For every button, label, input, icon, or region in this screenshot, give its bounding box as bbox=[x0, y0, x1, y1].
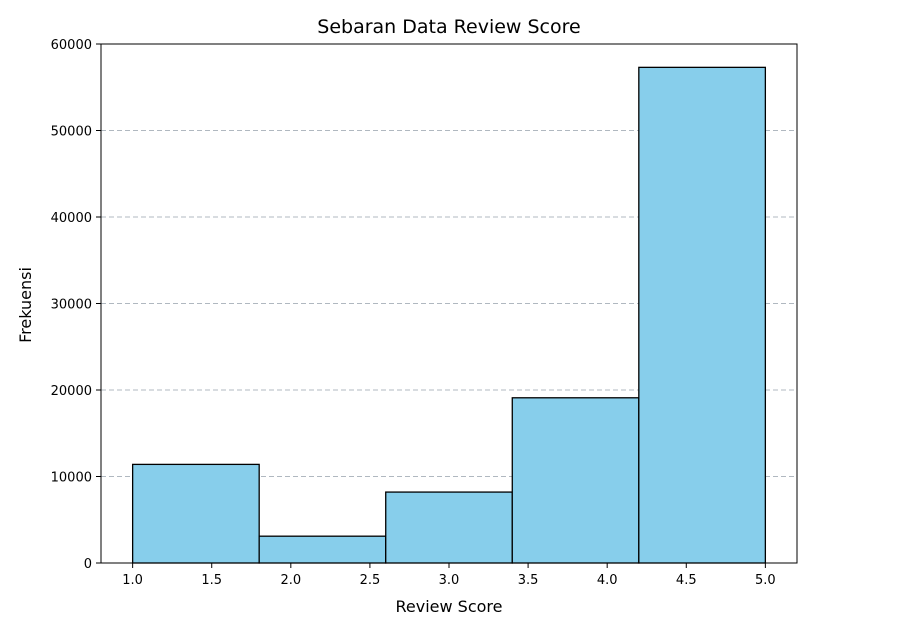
y-tick-label: 60000 bbox=[51, 38, 92, 53]
histogram-bar-3 bbox=[385, 491, 513, 564]
y-tick-label: 10000 bbox=[51, 471, 92, 486]
x-axis-label: Review Score bbox=[396, 597, 503, 616]
x-tick-label: 1.5 bbox=[201, 573, 222, 588]
y-axis-label: Frekuensi bbox=[16, 267, 35, 343]
chart-title: Sebaran Data Review Score bbox=[317, 16, 580, 38]
x-tick-label: 4.5 bbox=[676, 573, 697, 588]
x-tick-label: 3.0 bbox=[439, 573, 460, 588]
bars bbox=[131, 66, 767, 564]
y-tick-label: 30000 bbox=[51, 298, 92, 313]
histogram-bar-5 bbox=[638, 66, 767, 564]
x-tick-label: 1.0 bbox=[122, 573, 143, 588]
x-tick-label: 3.5 bbox=[518, 573, 539, 588]
y-tick-label: 50000 bbox=[51, 125, 92, 140]
x-axis-ticks: 1.0 1.5 2.0 2.5 3.0 3.5 4.0 4.5 5.0 bbox=[122, 563, 776, 588]
histogram-bar-4 bbox=[511, 397, 640, 564]
y-tick-label: 40000 bbox=[51, 211, 92, 226]
histogram-bar-2 bbox=[258, 535, 387, 564]
x-tick-label: 5.0 bbox=[755, 573, 776, 588]
x-tick-label: 2.0 bbox=[280, 573, 301, 588]
y-tick-label: 0 bbox=[84, 557, 92, 572]
x-tick-label: 4.0 bbox=[597, 573, 618, 588]
y-tick-label: 20000 bbox=[51, 384, 92, 399]
x-tick-label: 2.5 bbox=[360, 573, 381, 588]
histogram-bar-1 bbox=[131, 463, 260, 564]
y-axis-ticks: 0 10000 20000 30000 40000 50000 60000 bbox=[51, 38, 101, 572]
